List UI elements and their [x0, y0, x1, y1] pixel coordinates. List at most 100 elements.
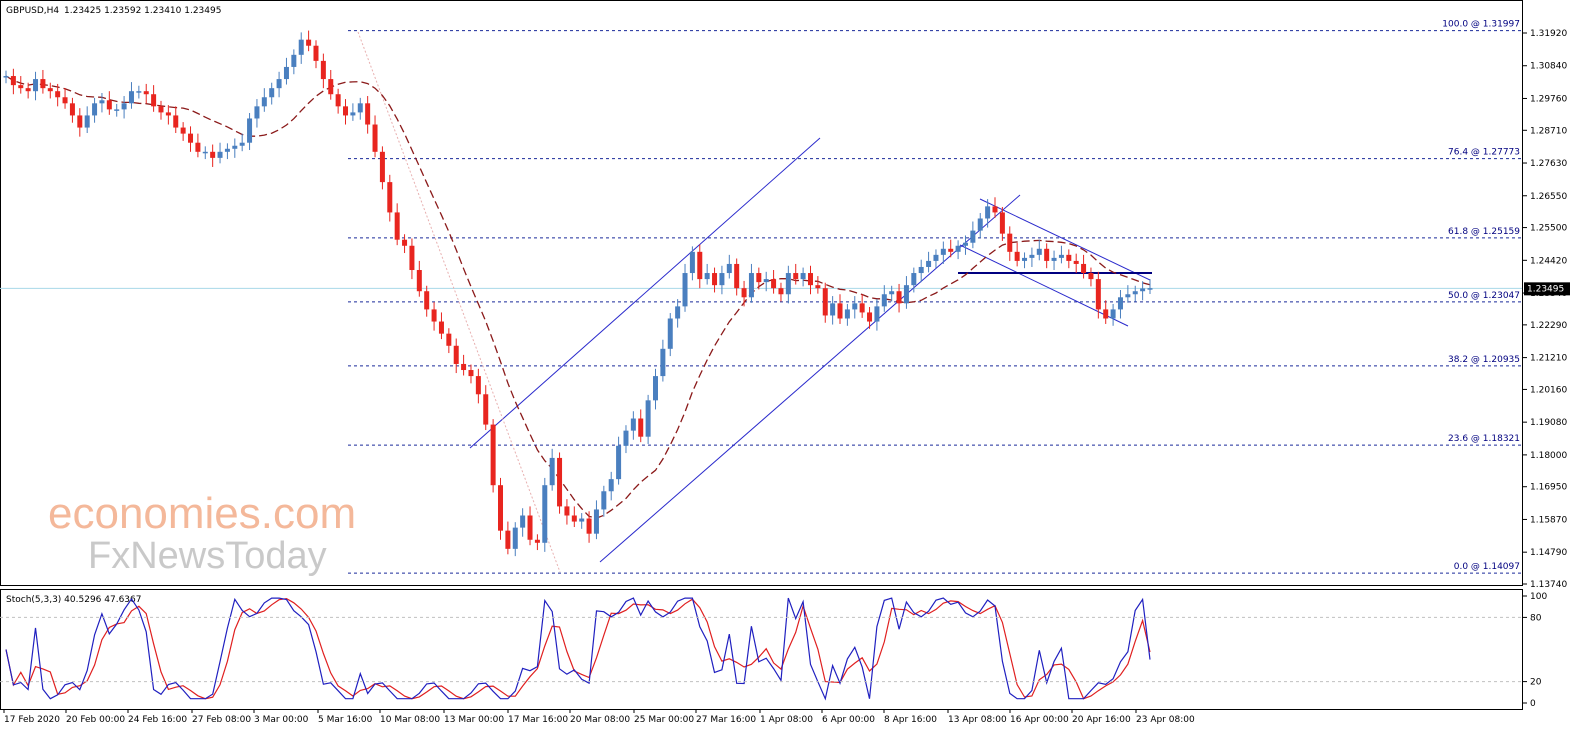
- candle-body: [483, 394, 489, 425]
- candle-body: [800, 273, 806, 280]
- candle-body: [276, 79, 282, 89]
- candle-body: [652, 376, 658, 401]
- candle-body: [712, 273, 718, 286]
- candle-body: [616, 445, 622, 480]
- candle-body: [623, 430, 629, 446]
- price-tick-label: 1.28710: [1530, 126, 1567, 136]
- candle-body: [394, 212, 400, 240]
- rising-channel-lower: [599, 194, 1021, 563]
- candle-body: [224, 148, 230, 152]
- candle-body: [372, 124, 378, 152]
- price-tick-label: 1.14790: [1530, 548, 1567, 558]
- candle-body: [807, 273, 813, 286]
- candle-body: [173, 115, 179, 128]
- candle-body: [10, 76, 16, 86]
- stoch-label: Stoch(5,3,3) 40.5296 47.6367: [6, 595, 141, 605]
- candle-body: [593, 509, 599, 534]
- rising-channel-upper: [469, 137, 821, 449]
- candle-body: [815, 285, 821, 289]
- time-tick-label: 1 Apr 08:00: [760, 715, 813, 725]
- candle-body: [84, 115, 90, 128]
- price-tick-label: 1.18000: [1530, 451, 1567, 461]
- candle-body: [771, 279, 777, 289]
- candle-body: [557, 457, 563, 507]
- time-tick-label: 5 Mar 16:00: [318, 715, 373, 725]
- price-tick-label: 1.15870: [1530, 515, 1567, 525]
- chart-symbol: GBPUSD,H4: [6, 6, 59, 16]
- candle-body: [254, 106, 260, 119]
- candle-body: [534, 539, 540, 543]
- candle-body: [114, 109, 120, 111]
- moving-average-line: [5, 75, 1151, 519]
- candle-body: [136, 91, 142, 93]
- time-axis: 17 Feb 2020 20 Feb 00:00 24 Feb 16:00 27 Fe…: [3, 709, 1195, 725]
- candle-body: [1058, 254, 1064, 258]
- candle-body: [461, 363, 467, 371]
- time-tick-label: 13 Apr 08:00: [948, 715, 1007, 725]
- candle-body: [999, 212, 1005, 234]
- candle-body: [586, 518, 592, 534]
- candle-body: [490, 424, 496, 486]
- candle-body: [785, 273, 791, 295]
- candle-body: [719, 273, 725, 286]
- fib-level-label: 50.0 @ 1.23047: [1448, 291, 1520, 301]
- candle-body: [239, 142, 245, 146]
- candle-body: [1095, 279, 1101, 310]
- candle-body: [948, 248, 954, 252]
- time-tick-label: 17 Feb 2020: [4, 715, 60, 725]
- candlesticks: [3, 30, 1153, 557]
- candle-body: [1029, 254, 1035, 258]
- candle-body: [520, 515, 526, 528]
- candle-body: [343, 106, 349, 116]
- candle-body: [387, 182, 393, 213]
- candle-body: [512, 527, 518, 549]
- candle-body: [1022, 257, 1028, 261]
- candle-body: [40, 79, 46, 89]
- stoch-tick-label: 100: [1530, 592, 1547, 602]
- candle-body: [1125, 294, 1131, 298]
- candle-body: [660, 348, 666, 377]
- candle-body: [830, 303, 836, 316]
- candle-body: [475, 376, 481, 395]
- candle-body: [940, 248, 946, 255]
- fib-level-label: 0.0 @ 1.14097: [1454, 562, 1520, 572]
- candle-body: [778, 288, 784, 295]
- price-tick-label: 1.29760: [1530, 94, 1567, 104]
- watermark-line1: economies.com: [48, 489, 356, 538]
- candle-body: [1147, 288, 1153, 290]
- falling-channel-lower: [959, 244, 1129, 327]
- candle-body: [992, 206, 998, 213]
- candle-body: [1051, 257, 1057, 261]
- candle-body: [431, 309, 437, 322]
- candle-body: [564, 506, 570, 516]
- candle-body: [69, 103, 75, 116]
- candle-body: [859, 303, 865, 313]
- candle-body: [357, 103, 363, 113]
- candle-body: [128, 91, 134, 104]
- candle-body: [638, 418, 644, 437]
- candle-body: [165, 112, 171, 116]
- stoch-tick-label: 20: [1530, 678, 1542, 688]
- stoch-tick-label: 80: [1530, 613, 1542, 623]
- price-tick-label: 1.31920: [1530, 29, 1567, 39]
- candle-body: [92, 103, 98, 116]
- candle-body: [180, 127, 186, 134]
- candle-body: [704, 273, 710, 280]
- candle-body: [579, 518, 585, 522]
- candle-body: [527, 515, 533, 540]
- candle-body: [424, 291, 430, 310]
- candle-body: [608, 479, 614, 492]
- candle-body: [55, 91, 61, 98]
- time-tick-label: 20 Apr 16:00: [1072, 715, 1131, 725]
- candle-body: [143, 91, 149, 95]
- fib-anchor-line: [357, 31, 561, 573]
- price-tick-label: 1.26550: [1530, 192, 1567, 202]
- watermark-line2: FxNewsToday: [88, 535, 327, 577]
- candle-body: [33, 79, 39, 92]
- candle-body: [1081, 263, 1087, 274]
- candle-body: [25, 88, 31, 92]
- time-tick-label: 24 Feb 16:00: [128, 715, 187, 725]
- chart-ohlc: 1.23425 1.23592 1.23410 1.23495: [64, 6, 221, 16]
- candle-body: [232, 145, 238, 149]
- time-tick-label: 13 Mar 00:00: [444, 715, 504, 725]
